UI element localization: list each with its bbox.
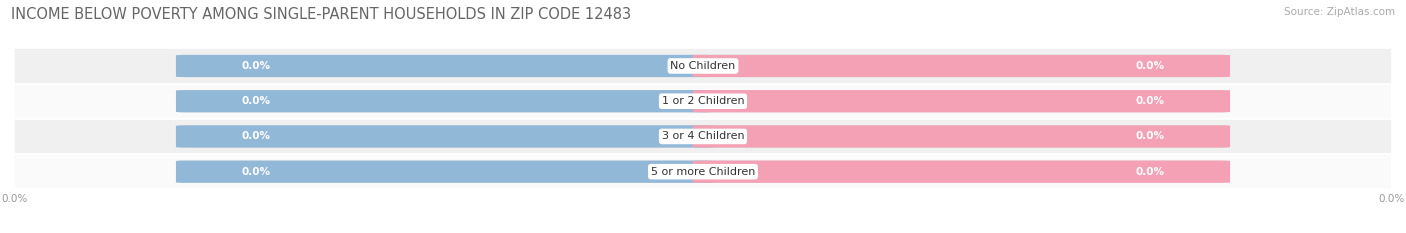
- Bar: [14, 84, 1392, 119]
- FancyBboxPatch shape: [693, 55, 1230, 77]
- FancyBboxPatch shape: [693, 125, 1230, 147]
- FancyBboxPatch shape: [176, 125, 713, 147]
- FancyBboxPatch shape: [176, 161, 1230, 183]
- Text: 0.0%: 0.0%: [242, 167, 270, 177]
- Text: Source: ZipAtlas.com: Source: ZipAtlas.com: [1284, 7, 1395, 17]
- Text: 0.0%: 0.0%: [242, 131, 270, 141]
- Text: 0.0%: 0.0%: [1136, 61, 1164, 71]
- Text: 3 or 4 Children: 3 or 4 Children: [662, 131, 744, 141]
- FancyBboxPatch shape: [693, 161, 1230, 183]
- Text: 5 or more Children: 5 or more Children: [651, 167, 755, 177]
- FancyBboxPatch shape: [176, 55, 1230, 77]
- Bar: [14, 154, 1392, 189]
- Bar: [14, 119, 1392, 154]
- Text: 0.0%: 0.0%: [1136, 96, 1164, 106]
- Text: INCOME BELOW POVERTY AMONG SINGLE-PARENT HOUSEHOLDS IN ZIP CODE 12483: INCOME BELOW POVERTY AMONG SINGLE-PARENT…: [11, 7, 631, 22]
- FancyBboxPatch shape: [176, 90, 1230, 112]
- Bar: [14, 48, 1392, 84]
- Text: 0.0%: 0.0%: [242, 96, 270, 106]
- FancyBboxPatch shape: [693, 90, 1230, 112]
- Text: No Children: No Children: [671, 61, 735, 71]
- Text: 1 or 2 Children: 1 or 2 Children: [662, 96, 744, 106]
- FancyBboxPatch shape: [176, 161, 713, 183]
- FancyBboxPatch shape: [176, 90, 713, 112]
- Text: 0.0%: 0.0%: [1136, 131, 1164, 141]
- FancyBboxPatch shape: [176, 125, 1230, 147]
- Text: 0.0%: 0.0%: [242, 61, 270, 71]
- Text: 0.0%: 0.0%: [1136, 167, 1164, 177]
- FancyBboxPatch shape: [176, 55, 713, 77]
